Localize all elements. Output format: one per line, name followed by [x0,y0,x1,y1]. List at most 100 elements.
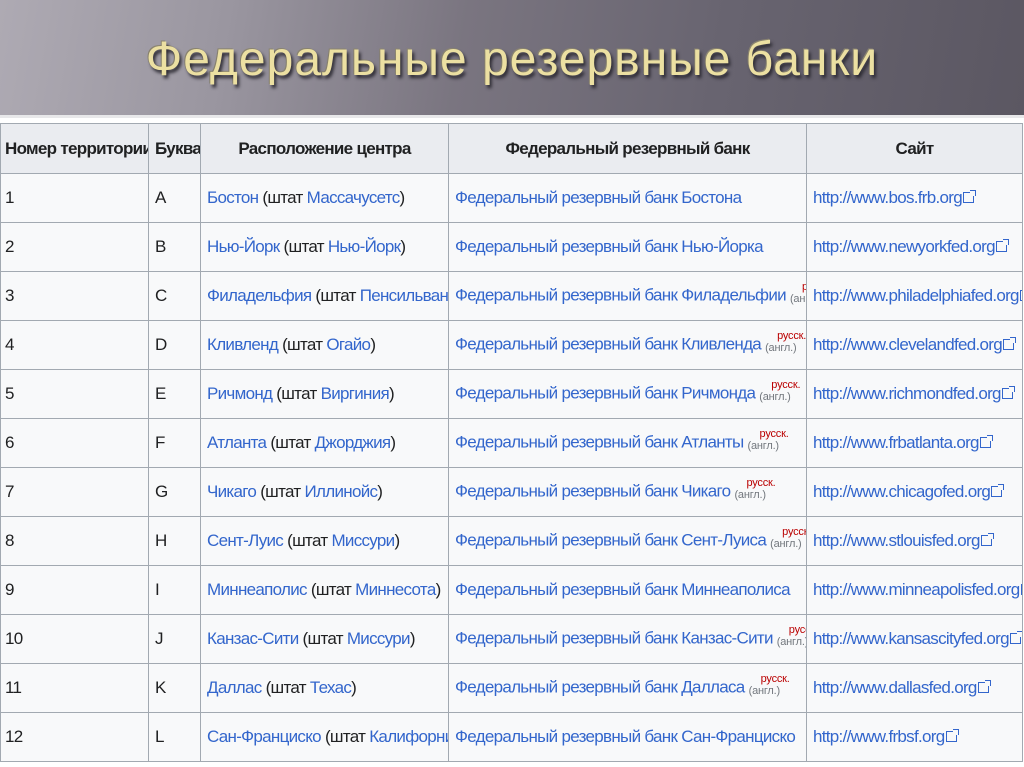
site-cell: http://www.clevelandfed.org [806,320,1023,370]
number-cell: 7 [0,467,149,517]
site-link[interactable]: http://www.chicagofed.org [813,482,991,501]
letter-cell: L [148,712,201,762]
bank-link[interactable]: Федеральный резервный банк Кливленда [455,334,762,354]
state-suffix: ) [409,629,416,648]
external-link-icon [980,533,994,546]
language-annotation: русск.(англ.) [748,428,792,458]
city-link[interactable]: Миннеаполис [207,580,308,599]
state-prefix: (штат [272,384,321,403]
language-annotation: русск.(англ.) [749,673,793,703]
bank-link[interactable]: Федеральный резервный банк Миннеаполиса [455,580,791,599]
city-link[interactable]: Чикаго [207,482,257,501]
state-suffix: ) [370,335,376,354]
bank-cell: Федеральный резервный банк Чикаго русск.… [448,467,807,517]
external-link-icon [1019,290,1022,301]
location-cell: Миннеаполис (штат Миннесота) [200,565,449,615]
site-cell: http://www.frbatlanta.org [806,418,1023,468]
site-link[interactable]: http://www.philadelphiafed.org [813,286,1020,305]
bank-link[interactable]: Федеральный резервный банк Чикаго [455,481,731,501]
bank-link[interactable]: Федеральный резервный банк Сан-Франциско [455,727,796,746]
state-link[interactable]: Огайо [326,335,371,354]
russian-link[interactable]: русск. [746,477,776,489]
site-link[interactable]: http://www.frbatlanta.org [813,433,980,452]
header-site: Сайт [806,123,1023,174]
site-cell: http://www.chicagofed.org [806,467,1023,517]
russian-link[interactable]: русск. [759,428,789,440]
letter-cell: I [148,565,201,615]
table-row: 4 D Кливленд (штат Огайо) Федеральный резер… [0,320,1023,370]
bank-link[interactable]: Федеральный резервный банк Ричмонда [455,383,756,403]
site-link[interactable]: http://www.richmondfed.org [813,384,1001,403]
russian-link[interactable]: русск. [777,330,807,342]
site-link[interactable]: http://www.dallasfed.org [813,678,977,697]
site-cell: http://www.kansascityfed.org [806,614,1023,664]
bank-link[interactable]: Федеральный резервный банк Нью-Йорка [455,237,764,256]
state-link[interactable]: Нью-Йорк [327,237,401,256]
state-link[interactable]: Джорджия [314,433,392,452]
state-link[interactable]: Иллинойс [304,482,378,501]
divider [0,115,1024,118]
bank-link[interactable]: Федеральный резервный банк Филадельфии [455,285,787,305]
site-link[interactable]: http://www.kansascityfed.org [813,629,1010,648]
state-link[interactable]: Калифорния [369,727,447,746]
external-link-icon [1001,386,1015,399]
site-link[interactable]: http://www.newyorkfed.org [813,237,996,256]
number-cell: 10 [0,614,149,664]
state-prefix: (штат [320,727,370,746]
number-cell: 2 [0,222,149,272]
state-suffix: ) [389,384,395,403]
state-suffix: ) [400,237,406,256]
letter-cell: K [148,663,201,713]
letter-cell: A [148,173,201,223]
city-link[interactable]: Нью-Йорк [207,237,280,256]
city-link[interactable]: Кливленд [207,335,279,354]
state-link[interactable]: Миннесота [355,580,436,599]
bank-link[interactable]: Федеральный резервный банк Канзас-Сити [455,628,773,648]
city-link[interactable]: Ричмонд [207,384,273,403]
russian-link[interactable]: русск. [782,526,805,538]
russian-link[interactable]: русск. [802,281,806,293]
number-cell: 1 [0,173,149,223]
russian-link[interactable]: русск. [760,673,790,685]
site-link[interactable]: http://www.minneapolisfed.org [813,580,1020,599]
city-link[interactable]: Даллас [207,678,262,697]
external-link-icon [977,680,991,693]
bank-cell: Федеральный резервный банк Нью-Йорка [448,222,807,272]
site-link[interactable]: http://www.stlouisfed.org [813,531,980,550]
site-link[interactable]: http://www.frbsf.org [813,727,945,746]
site-link[interactable]: http://www.bos.frb.org [813,188,963,207]
location-cell: Сент-Луис (штат Миссури) [200,516,449,566]
city-link[interactable]: Атланта [207,433,267,452]
site-cell: http://www.frbsf.org [806,712,1023,762]
state-link[interactable]: Пенсильвания [359,286,449,305]
city-link[interactable]: Филадельфия [207,286,312,305]
language-annotation: русск.(англ.) [790,281,806,311]
state-link[interactable]: Миссури [346,629,411,648]
russian-link[interactable]: русск. [788,624,806,636]
state-link[interactable]: Массачусетс [306,188,401,207]
russian-link[interactable]: русск. [771,379,801,391]
state-link[interactable]: Виргиния [320,384,390,403]
bank-cell: Федеральный резервный банк Сент-Луиса ру… [448,516,807,566]
bank-link[interactable]: Федеральный резервный банк Атланты [455,432,744,452]
city-link[interactable]: Канзас-Сити [207,629,299,648]
city-link[interactable]: Сан-Франциско [207,727,322,746]
bank-link[interactable]: Федеральный резервный банк Сент-Луиса [455,530,767,550]
external-link-icon [945,729,959,742]
bank-link[interactable]: Федеральный резервный банк Бостона [455,188,742,207]
number-cell: 4 [0,320,149,370]
location-cell: Кливленд (штат Огайо) [200,320,449,370]
site-link[interactable]: http://www.clevelandfed.org [813,335,1003,354]
city-link[interactable]: Бостон [207,188,259,207]
state-link[interactable]: Миссури [331,531,395,550]
state-link[interactable]: Техас [309,678,352,697]
table-row: 2 B Нью-Йорк (штат Нью-Йорк) Федеральный ре… [0,222,1023,272]
number-cell: 11 [0,663,149,713]
bank-cell: Федеральный резервный банк Филадельфии р… [448,271,807,321]
bank-cell: Федеральный резервный банк Кливленда рус… [448,320,807,370]
state-suffix: ) [435,580,442,599]
table-row: 9 I Миннеаполис (штат Миннесота) Федеральны… [0,565,1023,615]
bank-link[interactable]: Федеральный резервный банк Далласа [455,677,745,697]
city-link[interactable]: Сент-Луис [207,531,284,550]
